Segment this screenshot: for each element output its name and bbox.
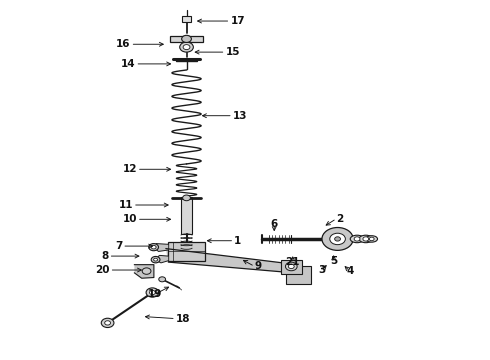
Circle shape — [151, 246, 156, 249]
Circle shape — [182, 35, 192, 42]
Text: 19: 19 — [147, 289, 162, 299]
Circle shape — [180, 42, 194, 52]
Circle shape — [369, 237, 374, 241]
Text: 12: 12 — [122, 164, 137, 174]
Circle shape — [183, 195, 191, 201]
FancyBboxPatch shape — [281, 260, 302, 274]
Text: 16: 16 — [116, 39, 130, 49]
Circle shape — [183, 45, 190, 50]
Circle shape — [149, 244, 159, 251]
FancyBboxPatch shape — [287, 266, 311, 284]
Circle shape — [159, 277, 166, 282]
Text: 7: 7 — [115, 241, 122, 251]
Text: 8: 8 — [101, 251, 109, 261]
Text: 14: 14 — [121, 59, 135, 69]
Text: 10: 10 — [122, 214, 137, 224]
FancyBboxPatch shape — [170, 36, 203, 42]
Circle shape — [354, 237, 360, 241]
Polygon shape — [134, 265, 154, 278]
Circle shape — [151, 256, 160, 263]
Text: 15: 15 — [225, 47, 240, 57]
Circle shape — [286, 262, 297, 271]
Text: 18: 18 — [176, 314, 190, 324]
Ellipse shape — [366, 236, 377, 242]
Circle shape — [105, 321, 111, 325]
Text: 1: 1 — [234, 236, 242, 246]
Ellipse shape — [359, 235, 373, 243]
Polygon shape — [166, 249, 284, 272]
Text: 6: 6 — [270, 219, 278, 229]
Text: 11: 11 — [119, 200, 133, 210]
Text: 3: 3 — [318, 265, 326, 275]
FancyBboxPatch shape — [182, 17, 192, 22]
Text: 4: 4 — [346, 266, 353, 276]
Text: 13: 13 — [233, 111, 247, 121]
Circle shape — [335, 237, 341, 241]
Circle shape — [363, 237, 369, 241]
Circle shape — [154, 258, 158, 261]
FancyBboxPatch shape — [168, 242, 205, 261]
Text: 5: 5 — [330, 256, 337, 266]
FancyBboxPatch shape — [181, 197, 192, 234]
Circle shape — [330, 233, 345, 245]
Text: 9: 9 — [255, 261, 262, 271]
Text: 20: 20 — [95, 265, 110, 275]
Circle shape — [146, 288, 159, 297]
Circle shape — [149, 291, 155, 295]
Polygon shape — [153, 244, 168, 251]
Circle shape — [101, 318, 114, 328]
Circle shape — [288, 264, 294, 269]
Text: 17: 17 — [230, 16, 245, 26]
Ellipse shape — [350, 235, 364, 243]
Circle shape — [322, 228, 353, 250]
Circle shape — [142, 268, 151, 274]
Text: 21: 21 — [286, 257, 300, 267]
Text: 2: 2 — [337, 213, 344, 224]
Polygon shape — [155, 255, 168, 263]
